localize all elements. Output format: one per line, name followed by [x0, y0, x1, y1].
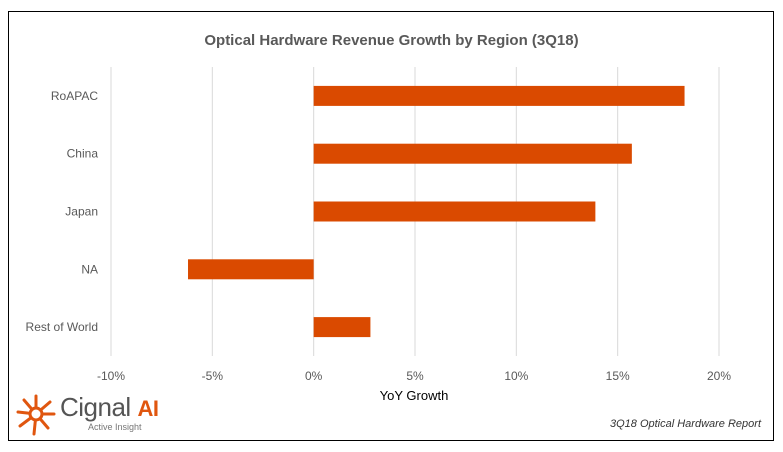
category-label: Japan	[65, 205, 98, 219]
x-tick-label: 10%	[504, 369, 528, 383]
bar	[313, 317, 371, 338]
bar	[313, 143, 632, 164]
chart-frame	[8, 11, 774, 441]
logo-name: Cignal	[60, 392, 131, 422]
x-tick-label: 20%	[707, 369, 731, 383]
chart-title: Optical Hardware Revenue Growth by Regio…	[204, 32, 579, 49]
sunburst-icon	[16, 394, 56, 436]
x-tick-label: -10%	[97, 369, 125, 383]
x-tick-label: 15%	[606, 369, 630, 383]
logo-ai: AI	[137, 396, 159, 421]
category-label: RoAPAC	[51, 89, 98, 103]
x-tick-label: 0%	[305, 369, 323, 383]
category-label: China	[67, 147, 99, 161]
category-label: NA	[81, 262, 98, 276]
x-tick-label: -5%	[202, 369, 224, 383]
bar	[188, 259, 314, 280]
bar	[313, 85, 685, 106]
logo-tagline: Active Insight	[88, 422, 142, 432]
category-label: Rest of World	[26, 320, 98, 334]
x-axis-label: YoY Growth	[379, 388, 449, 403]
bar	[313, 201, 596, 222]
cignal-ai-logo: Cignal AI Active Insight	[16, 392, 186, 436]
x-tick-label: 5%	[406, 369, 424, 383]
report-footer: 3Q18 Optical Hardware Report	[609, 418, 761, 430]
